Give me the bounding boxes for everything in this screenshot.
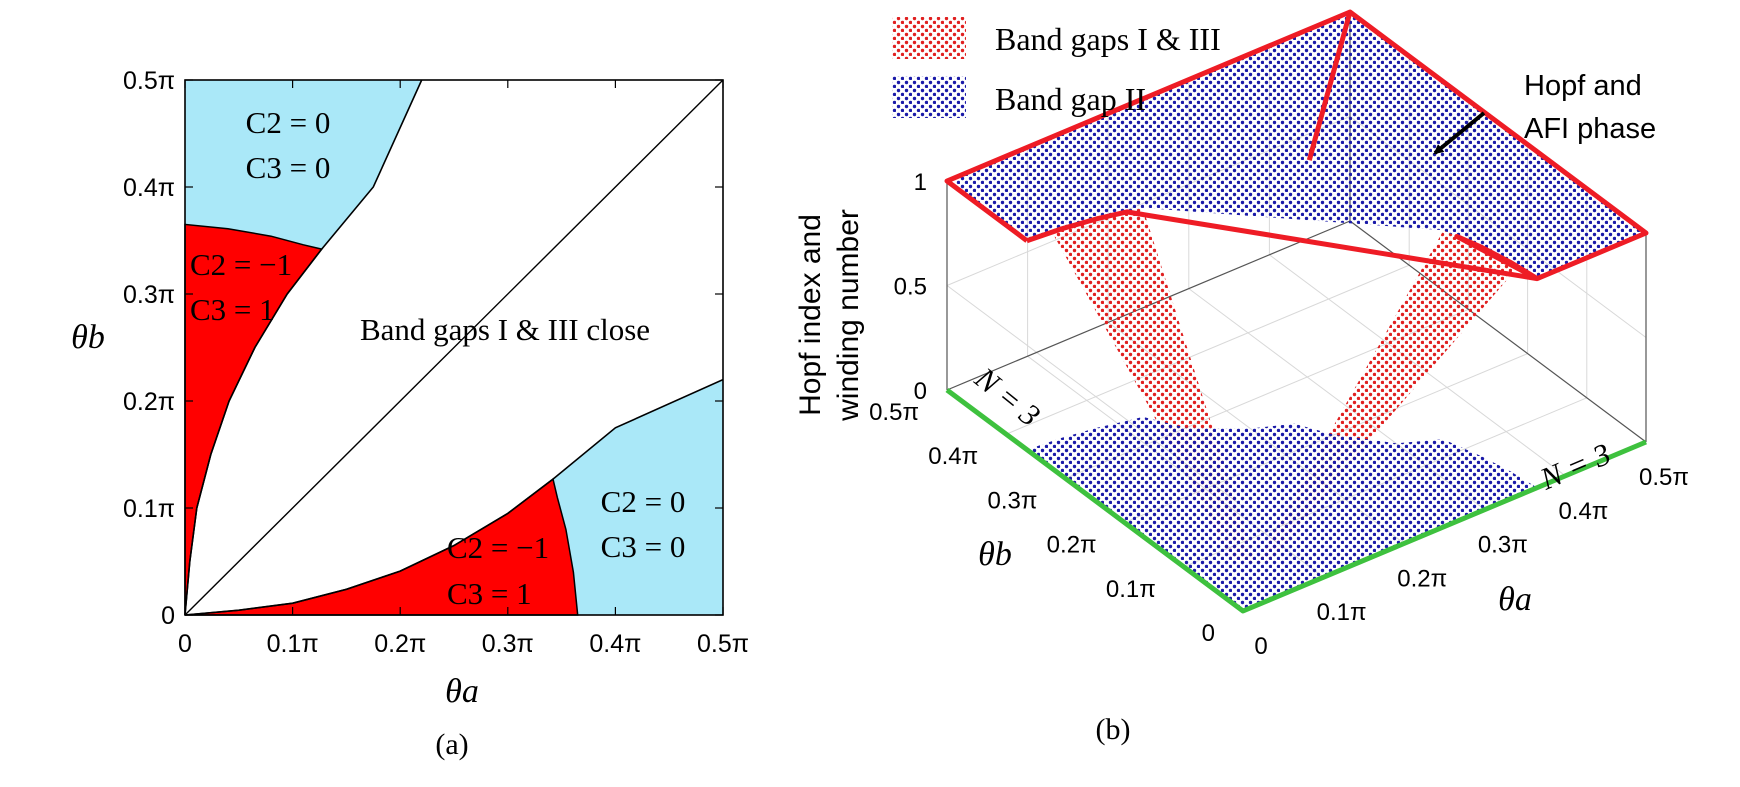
y-tick-label-b: 0.5π [869, 399, 919, 426]
x-axis-label-b: θa [1498, 581, 1532, 618]
annotation-n3-right: N = 3 [1534, 436, 1615, 497]
caption-b: (b) [1096, 713, 1131, 746]
z-axis-label-line1: Hopf index and [794, 214, 827, 416]
caption-a: (a) [435, 728, 468, 761]
z-tick-label-b: 0 [914, 378, 927, 405]
x-axis-label-a: θa [445, 673, 479, 710]
region-blue-lower-right [553, 379, 723, 615]
y-tick-label-b: 0.4π [928, 443, 978, 470]
x-tick-label-a: 0 [178, 630, 192, 658]
annotation-hopf-line1: Hopf and [1524, 70, 1642, 102]
annotation-band-gaps-close: Band gaps I & III close [360, 312, 650, 347]
legend-swatch-blue [892, 76, 966, 118]
annotation-c3-lower-blue: C3 = 0 [601, 529, 686, 564]
y-tick-label-a: 0.2π [123, 388, 175, 416]
grid-line [1006, 264, 1410, 435]
y-tick-label-b: 0.3π [987, 487, 1037, 514]
x-tick-label-b: 0.3π [1478, 532, 1528, 559]
panel-b-ticks: 0 0 0.1π 0.1π 0.2π 0.2π 0.3π 0.3π 0.4π 0.4π 0.5π 0.… [869, 169, 1689, 660]
y-axis-label-b: θb [978, 536, 1012, 573]
annotation-hopf-line2: AFI phase [1524, 113, 1656, 145]
y-tick-label-a: 0.1π [123, 495, 175, 523]
annotation-c3-upper-red: C3 = 1 [190, 292, 275, 327]
boundary-upper-wedge [184, 79, 423, 616]
surface-blue-base [1026, 416, 1538, 611]
x-tick-label-b: 0.5π [1639, 464, 1689, 491]
y-tick-label-b: 0.2π [1047, 532, 1097, 559]
annotation-c2-lower-blue: C2 = 0 [601, 484, 686, 519]
annotation-c3-upper-blue: C3 = 0 [246, 150, 331, 185]
annotation-c2-upper-blue: C2 = 0 [246, 105, 331, 140]
y-tick-label-a: 0.5π [123, 67, 175, 95]
x-tick-label-b: 0 [1254, 633, 1267, 660]
y-tick-label-a: 0.3π [123, 281, 175, 309]
x-tick-label-a: 0.4π [589, 630, 641, 658]
x-tick-label-b: 0.2π [1397, 565, 1447, 592]
z-tick-label-b: 1 [914, 169, 927, 196]
legend-label-red: Band gaps I & III [995, 21, 1221, 57]
annotation-c2-lower-red: C2 = −1 [447, 530, 549, 565]
boundary-red-ridge [1306, 11, 1353, 161]
y-axis-label-a: θb [71, 319, 105, 356]
y-tick-label-b: 0.1π [1106, 576, 1156, 603]
y-tick-label-b: 0 [1202, 620, 1215, 647]
legend-label-blue: Band gap II [995, 81, 1146, 117]
panel-a: 00 0.1π 0.1π 0.2π 0.2π 0.3π 0.3π 0.4π 0.4π 0.5π 0.… [71, 67, 749, 761]
annotation-c2-upper-red: C2 = −1 [190, 247, 292, 282]
region-blue-upper-left [185, 80, 422, 250]
x-tick-label-a: 0.1π [267, 630, 319, 658]
x-tick-label-a: 0.3π [482, 630, 534, 658]
annotation-arrow [1433, 111, 1486, 155]
y-tick-label-a: 0 [161, 602, 175, 630]
x-tick-label-a: 0.2π [374, 630, 426, 658]
legend-swatch-red [892, 17, 966, 59]
x-tick-label-b: 0.4π [1558, 498, 1608, 525]
panel-b: 0 0 0.1π 0.1π 0.2π 0.2π 0.3π 0.3π 0.4π 0.4π 0.5π 0.… [794, 9, 1689, 746]
boundary-diagonal [184, 79, 724, 616]
panel-a-frame [184, 79, 724, 616]
x-tick-label-a: 0.5π [697, 630, 749, 658]
legend: Band gaps I & III Band gap II [892, 17, 1221, 118]
z-tick-label-b: 0.5 [894, 274, 927, 301]
boundary-lower-wedge [184, 378, 724, 616]
x-tick-label-b: 0.1π [1317, 599, 1367, 626]
boundary-green-base [945, 387, 1647, 614]
y-tick-label-a: 0.4π [123, 174, 175, 202]
annotation-c3-lower-red: C3 = 1 [447, 576, 532, 611]
panel-a-ticks: 00 0.1π 0.1π 0.2π 0.2π 0.3π 0.3π 0.4π 0.4π 0.5π 0.… [123, 67, 749, 658]
z-axis-label-line2: winding number [832, 209, 865, 422]
